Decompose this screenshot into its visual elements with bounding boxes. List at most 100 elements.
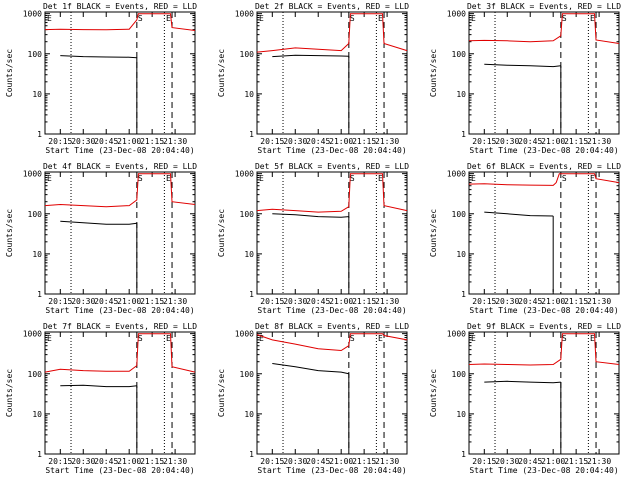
detector-panel: Det 4f BLACK = Events, RED = LLD 1 10 100 10…: [5, 162, 197, 315]
y-tick-label: 1000: [447, 170, 466, 179]
x-tick-label: 20:15: [48, 457, 72, 466]
y-tick-label: 100: [28, 50, 43, 59]
x-tick-label: 20:30: [71, 137, 95, 146]
y-tick-label: 1: [249, 450, 254, 459]
x-tick-label: 20:45: [518, 137, 542, 146]
plot-frame: [44, 331, 196, 455]
y-axis-label: Counts/sec: [5, 209, 14, 257]
x-tick-label: 21:30: [375, 297, 399, 306]
x-tick-label: 21:30: [587, 457, 611, 466]
x-axis-label: Start Time (23-Dec-08 20:04:40): [469, 146, 618, 155]
x-tick-label: 20:45: [94, 457, 118, 466]
x-tick-label: 20:45: [306, 457, 330, 466]
x-tick-label: 20:15: [472, 457, 496, 466]
x-tick-label: 21:00: [329, 297, 353, 306]
plot-frame: [468, 331, 620, 455]
x-tick-label: 20:15: [48, 137, 72, 146]
plot-frame: [44, 11, 196, 135]
x-axis-label: Start Time (23-Dec-08 20:04:40): [257, 306, 406, 315]
x-tick-label: 21:30: [587, 297, 611, 306]
y-tick-label: 1000: [23, 170, 42, 179]
event-marker: E: [166, 334, 171, 343]
detector-panel: Det 1f BLACK = Events, RED = LLD 1 10 100 10…: [5, 2, 197, 155]
x-tick-label: 21:15: [564, 457, 588, 466]
event-marker: E: [259, 334, 264, 343]
x-tick-label: 20:30: [283, 297, 307, 306]
plot-frame: [256, 331, 408, 455]
x-tick-label: 21:00: [117, 297, 141, 306]
panel-title: Det 7f BLACK = Events, RED = LLD: [43, 322, 197, 331]
x-tick-label: 21:30: [587, 137, 611, 146]
y-tick-label: 100: [452, 210, 467, 219]
x-tick-label: 20:45: [94, 297, 118, 306]
x-tick-label: 21:30: [163, 297, 187, 306]
y-tick-label: 100: [240, 370, 255, 379]
y-tick-label: 1: [37, 290, 42, 299]
lld-series-line: [468, 333, 620, 366]
x-tick-label: 20:45: [94, 137, 118, 146]
event-marker: S: [350, 174, 355, 183]
y-tick-label: 1: [461, 130, 466, 139]
events-series-line: [484, 211, 554, 217]
y-tick-label: 1000: [235, 170, 254, 179]
detector-panel: Det 7f BLACK = Events, RED = LLD 1 10 100 10…: [5, 322, 197, 475]
y-axis-label: Counts/sec: [5, 369, 14, 417]
panel-title: Det 8f BLACK = Events, RED = LLD: [255, 322, 409, 331]
y-axis-label: Counts/sec: [217, 209, 226, 257]
y-tick-label: 1000: [447, 330, 466, 339]
event-marker: S: [562, 14, 567, 23]
x-tick-label: 20:45: [518, 457, 542, 466]
panel-title: Det 9f BLACK = Events, RED = LLD: [467, 322, 621, 331]
x-tick-label: 21:15: [140, 457, 164, 466]
y-tick-label: 1000: [23, 10, 42, 19]
plot-frame: [256, 171, 408, 295]
x-tick-label: 21:30: [375, 457, 399, 466]
x-tick-label: 21:00: [117, 137, 141, 146]
x-axis-label: Start Time (23-Dec-08 20:04:40): [45, 146, 194, 155]
x-tick-label: 21:15: [352, 137, 376, 146]
x-tick-label: 20:30: [71, 457, 95, 466]
event-marker: E: [378, 334, 383, 343]
y-tick-label: 10: [456, 410, 466, 419]
x-tick-label: 21:15: [564, 137, 588, 146]
event-marker: E: [166, 14, 171, 23]
x-tick-label: 20:30: [283, 457, 307, 466]
events-series-line: [272, 363, 349, 375]
x-tick-label: 21:15: [352, 297, 376, 306]
event-marker: E: [590, 14, 595, 23]
y-tick-label: 100: [452, 50, 467, 59]
y-tick-label: 10: [456, 250, 466, 259]
x-tick-label: 20:15: [260, 297, 284, 306]
x-tick-label: 20:15: [472, 137, 496, 146]
y-tick-label: 1: [249, 130, 254, 139]
event-marker: E: [378, 174, 383, 183]
x-tick-label: 21:15: [140, 297, 164, 306]
events-series-line: [272, 54, 349, 58]
y-tick-label: 1: [37, 450, 42, 459]
detector-panel: Det 3f BLACK = Events, RED = LLD 1 10 100 10…: [429, 2, 621, 155]
y-tick-label: 1000: [447, 10, 466, 19]
x-tick-label: 21:00: [329, 137, 353, 146]
y-tick-label: 10: [244, 410, 254, 419]
y-axis-label: Counts/sec: [429, 49, 438, 97]
event-marker: E: [471, 174, 476, 183]
plot-frame: [468, 11, 620, 135]
x-tick-label: 21:00: [541, 297, 565, 306]
y-tick-label: 1000: [23, 330, 42, 339]
y-tick-label: 10: [32, 410, 42, 419]
x-tick-label: 20:45: [306, 137, 330, 146]
lld-series-line: [44, 13, 196, 31]
y-tick-label: 1000: [235, 330, 254, 339]
event-marker: E: [47, 334, 52, 343]
x-tick-label: 21:00: [541, 457, 565, 466]
x-axis-label: Start Time (23-Dec-08 20:04:40): [469, 466, 618, 475]
panel-title: Det 2f BLACK = Events, RED = LLD: [255, 2, 409, 11]
x-tick-label: 20:30: [283, 137, 307, 146]
detector-panel: Det 9f BLACK = Events, RED = LLD 1 10 100 10…: [429, 322, 621, 475]
panel-title: Det 6f BLACK = Events, RED = LLD: [467, 162, 621, 171]
y-tick-label: 1: [37, 130, 42, 139]
x-axis-label: Start Time (23-Dec-08 20:04:40): [469, 306, 618, 315]
event-marker: E: [590, 174, 595, 183]
lld-series-line: [44, 173, 196, 208]
y-axis-label: Counts/sec: [5, 49, 14, 97]
